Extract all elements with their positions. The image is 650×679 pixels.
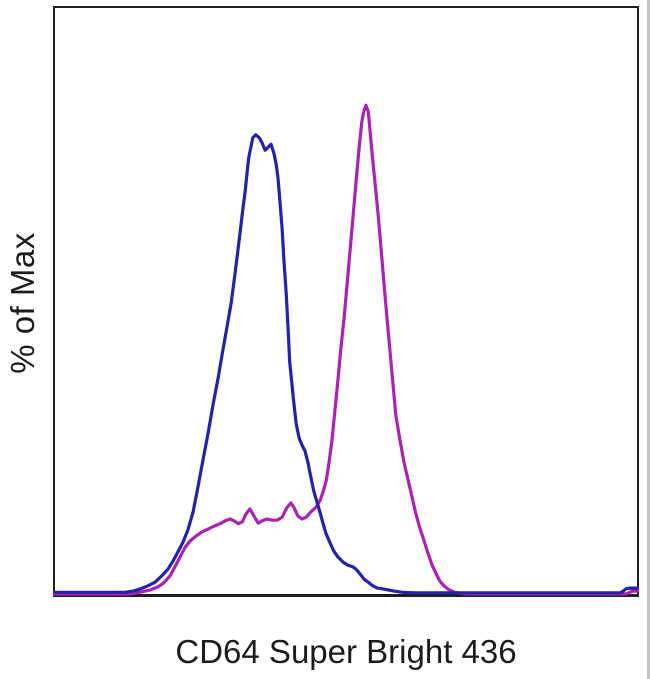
series-line-blue-curve [53,133,639,595]
image-edge-strip [647,0,650,679]
plot-area [53,6,639,597]
x-axis-label: CD64 Super Bright 436 [175,633,517,670]
histogram-canvas [53,6,639,597]
series-line-magenta-curve [53,103,639,596]
y-axis-label: % of Max [4,232,41,374]
